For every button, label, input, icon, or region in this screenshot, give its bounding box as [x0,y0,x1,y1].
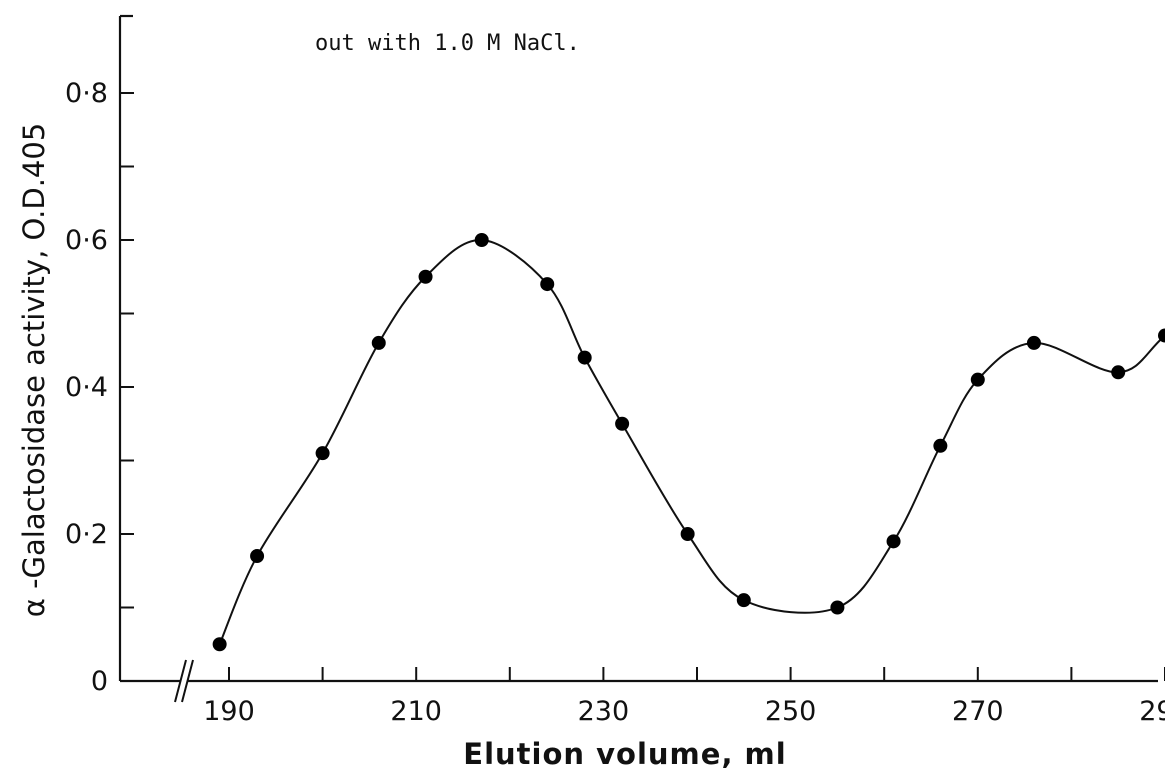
data-point [250,549,265,564]
data-points [212,233,1165,652]
data-point [212,637,227,652]
series-line [218,238,1165,645]
chart-annotation: out with 1.0 M NaCl. [315,31,580,56]
x-tick-label: 230 [578,696,630,727]
data-point [371,335,386,350]
axis-break-mark [174,659,187,703]
data-point [886,534,901,549]
y-tick-label: 0·2 [65,519,108,550]
y-tick-label: 0·8 [65,78,108,109]
data-point [1158,328,1165,343]
y-tick-label: 0·6 [65,225,108,256]
ticks: 00·20·40·60·8190210230250270290310330350 [65,78,1165,727]
x-tick-label: 190 [203,696,255,727]
data-point [474,233,489,247]
axes [118,14,1158,703]
x-tick-label: 250 [765,696,817,727]
data-point [680,527,695,541]
data-point [540,277,555,292]
data-point [418,269,433,284]
curve-layer [218,238,1165,645]
data-point [315,446,330,461]
x-tick-label: 290 [1139,696,1165,727]
y-tick-label: 0·4 [65,372,108,403]
x-tick-label: 270 [952,696,1004,727]
data-point [1026,335,1041,350]
data-point [830,600,845,615]
x-axis-label: Elution volume, ml [463,737,786,771]
data-point [933,438,948,453]
x-tick-label: 210 [390,696,442,727]
data-point [736,593,751,608]
axis-break-mark [181,659,194,703]
data-point [970,372,985,387]
data-point [615,416,630,431]
data-point [577,350,592,365]
data-point [1111,365,1126,380]
y-tick-label: 0 [91,666,108,697]
y-axis-label: α -Galactosidase activity, O.D.405 [17,123,51,618]
